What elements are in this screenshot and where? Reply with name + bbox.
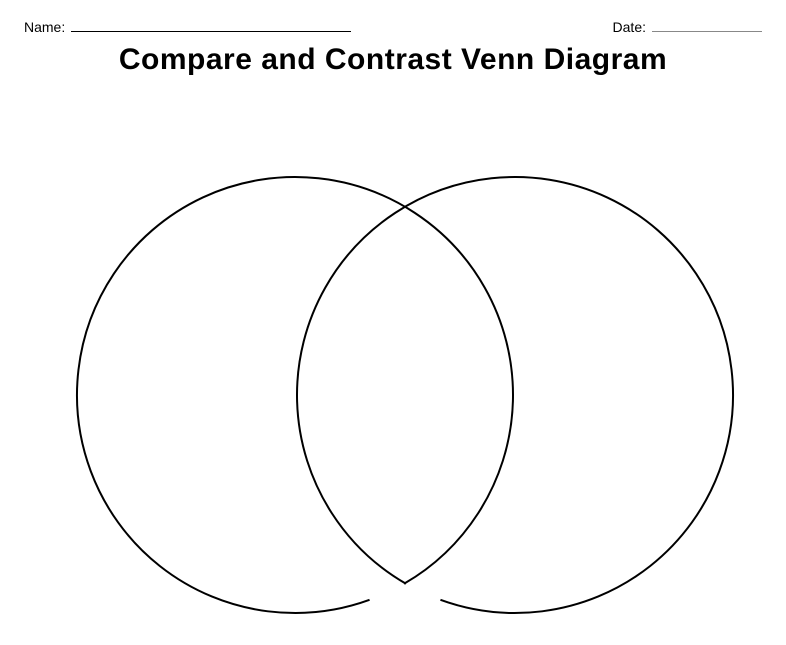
worksheet-header: Name: Date:: [0, 0, 786, 35]
page-title: Compare and Contrast Venn Diagram: [0, 43, 786, 77]
venn-svg: [0, 77, 786, 645]
date-label: Date:: [613, 19, 646, 35]
venn-circle-right: [297, 177, 733, 613]
name-field-group: Name:: [24, 18, 351, 35]
name-label: Name:: [24, 19, 65, 35]
date-input-line[interactable]: [652, 18, 762, 32]
name-input-line[interactable]: [71, 18, 351, 32]
venn-diagram: [0, 77, 786, 547]
venn-circle-left: [77, 177, 513, 613]
date-field-group: Date:: [613, 18, 762, 35]
